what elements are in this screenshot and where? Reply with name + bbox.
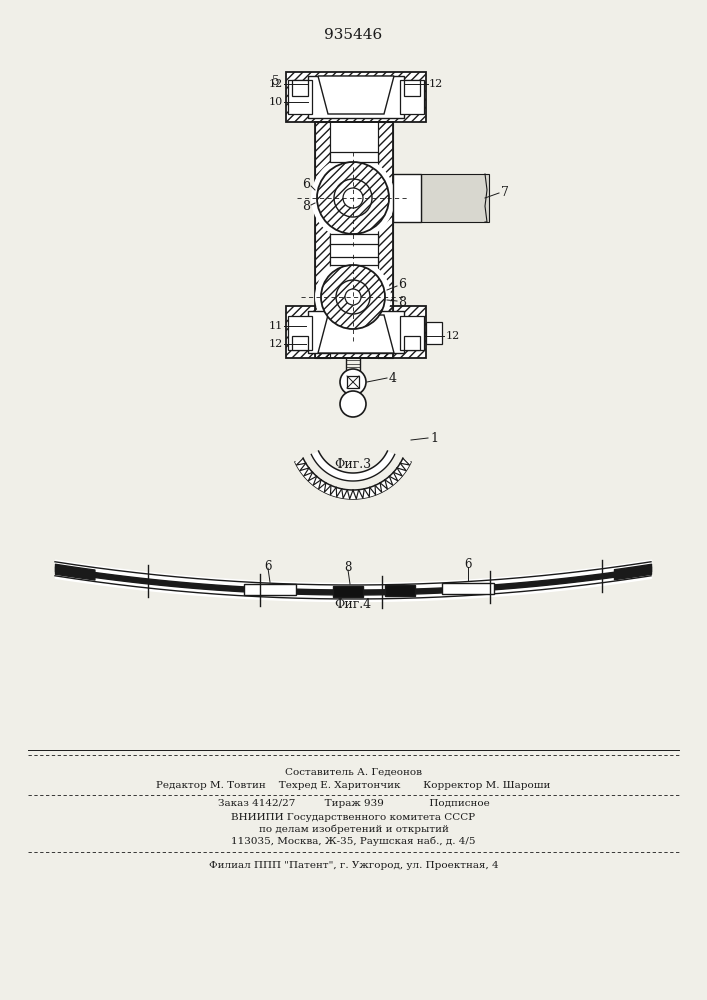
Text: 6: 6 [398,277,406,290]
Bar [378,122,393,358]
Polygon shape [318,76,394,114]
Text: 8: 8 [398,296,406,308]
Bar [286,306,426,358]
Bar [244,584,296,595]
Bar [286,72,426,122]
Bar [315,122,330,358]
Bar [330,234,378,244]
Text: 1: 1 [430,432,438,444]
Circle shape [340,369,366,395]
Bar [308,311,404,353]
Bar [288,316,312,350]
Bar [292,336,308,350]
Bar [333,586,363,597]
Text: по делам изобретений и открытий: по делам изобретений и открытий [259,824,448,834]
Text: Φиг.4: Φиг.4 [334,598,372,611]
Circle shape [334,179,372,217]
Circle shape [340,391,366,417]
Bar [385,585,415,596]
Bar [286,72,426,122]
Circle shape [345,289,361,305]
Bar [292,80,308,96]
Text: 4: 4 [389,371,397,384]
Bar [421,174,489,222]
Bar [315,122,330,358]
Text: 113035, Москва, Ж-35, Раушская наб., д. 4/5: 113035, Москва, Ж-35, Раушская наб., д. … [231,836,476,846]
Bar [442,583,494,594]
Bar [330,152,378,162]
Bar [244,584,296,595]
Bar [330,329,378,337]
Bar [385,585,415,596]
Circle shape [336,280,370,314]
Text: 935446: 935446 [324,28,382,42]
Circle shape [311,156,395,240]
Bar [442,583,494,594]
Bar [378,122,393,358]
Bar [330,257,378,265]
Circle shape [321,265,385,329]
Polygon shape [311,451,395,481]
Text: 6: 6 [464,558,472,571]
Text: 12: 12 [429,79,443,89]
Bar [393,174,421,222]
Text: 12: 12 [446,331,460,341]
Text: Редактор М. Товтин    Техред Е. Харитончик       Корректор М. Шароши: Редактор М. Товтин Техред Е. Харитончик … [156,782,551,790]
Text: 5: 5 [272,75,280,88]
Bar [286,306,426,358]
Text: ВНИИПИ Государственного комитета СССР: ВНИИПИ Государственного комитета СССР [231,812,476,822]
Bar [288,80,312,114]
Text: 6: 6 [264,560,271,573]
Bar [333,586,363,597]
Circle shape [315,259,391,335]
Circle shape [343,188,363,208]
Text: 10: 10 [269,97,283,107]
Polygon shape [318,315,394,353]
Text: Заказ 4142/27         Тираж 939              Подписное: Заказ 4142/27 Тираж 939 Подписное [218,800,489,808]
Text: 7: 7 [501,186,509,200]
Text: 12: 12 [269,339,283,349]
Text: Φиг.3: Φиг.3 [334,458,372,472]
Bar [330,122,378,358]
Polygon shape [295,458,411,499]
Bar [308,76,404,118]
Bar [347,376,359,388]
Bar [404,336,420,350]
Text: 12: 12 [269,79,283,89]
Bar [426,322,442,344]
Bar [400,316,424,350]
Text: 8: 8 [344,561,351,574]
Bar [404,80,420,96]
Text: 11: 11 [269,321,283,331]
Text: 8: 8 [302,200,310,213]
Bar [400,80,424,114]
Bar [315,122,393,358]
Text: Филиал ППП "Патент", г. Ужгород, ул. Проектная, 4: Филиал ППП "Патент", г. Ужгород, ул. Про… [209,860,498,869]
Text: 6: 6 [302,178,310,190]
Circle shape [317,162,389,234]
Text: Составитель А. Гедеонов: Составитель А. Гедеонов [285,768,422,776]
